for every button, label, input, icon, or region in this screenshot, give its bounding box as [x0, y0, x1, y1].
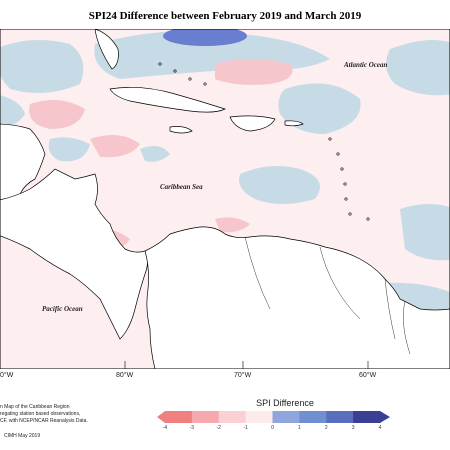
longitude-label-80: 80°W [116, 372, 134, 379]
pink-venezuela [215, 217, 250, 233]
borders [244, 236, 411, 355]
blob-caribbean-central [239, 165, 320, 204]
island-chain [158, 62, 370, 221]
legend-swatch [165, 411, 193, 423]
credit-line-2: regating station based observations, [0, 411, 81, 417]
strong-negative-areas [163, 29, 247, 46]
blob-gulf [0, 40, 84, 93]
blob-bahamas-south [140, 145, 170, 162]
pink-honduras [90, 135, 140, 158]
legend-tick-label: -3 [189, 425, 195, 431]
legend-arrow-right [380, 411, 390, 423]
land-puerto-rico [284, 120, 304, 127]
blob-east-edge [400, 204, 450, 261]
land-hispaniola [229, 115, 276, 132]
pink-atlantic-north [215, 59, 293, 85]
legend-tick-label: 1 [297, 425, 301, 431]
legend-swatch [353, 411, 381, 423]
longitude-label-90: 0°W [0, 372, 14, 379]
blob-dark-blue [163, 29, 247, 46]
land-central-america [0, 168, 148, 340]
legend-swatch [245, 411, 273, 423]
legend-tick-label: 4 [378, 425, 382, 431]
legend-swatch [326, 411, 354, 423]
credit-line-1: n Map of the Caribbean Region [0, 404, 70, 410]
map-label-pacific: Pacific Ocean [42, 305, 83, 313]
legend-colorbar [157, 411, 390, 423]
legend-title: SPI Difference [256, 398, 314, 408]
legend-tick-label: -1 [243, 425, 248, 431]
map-title: SPI24 Difference between February 2019 a… [88, 10, 362, 22]
longitude-ticks [0, 361, 369, 369]
map-label-atlantic: Atlantic Ocean [344, 61, 388, 69]
blob-northeast [386, 40, 450, 96]
land-masses [0, 29, 450, 369]
legend-swatch [191, 411, 220, 423]
spi-difference-map [0, 29, 450, 369]
legend-swatch [299, 411, 327, 423]
pink-gulf-east [29, 100, 85, 129]
legend-swatch [218, 411, 247, 423]
legend-tick-label: 0 [271, 425, 274, 431]
map-label-caribbean: Caribbean Sea [160, 183, 203, 191]
longitude-label-60: 60°W [359, 372, 377, 379]
land-jamaica [169, 126, 193, 134]
credit-line-3: CF, with NCEP/NCAR Reanalysis Data. [0, 418, 88, 424]
legend-tick-label: -2 [216, 425, 221, 431]
legend-tick-label: -4 [162, 425, 168, 431]
legend-arrow-left [157, 411, 165, 423]
blob-atlantic-mid [278, 83, 361, 134]
land-florida [94, 29, 119, 70]
legend-tick-label: 2 [324, 425, 328, 431]
blob-yucatan [48, 137, 90, 162]
land-south-america [144, 226, 450, 369]
legend-swatch [272, 411, 300, 423]
longitude-label-70: 70°W [234, 372, 252, 379]
credit-footer: CIMH May 2019 [4, 433, 41, 439]
legend-tick-label: 3 [351, 425, 355, 431]
blob-left-edge [0, 95, 25, 129]
land-cuba [109, 86, 226, 113]
